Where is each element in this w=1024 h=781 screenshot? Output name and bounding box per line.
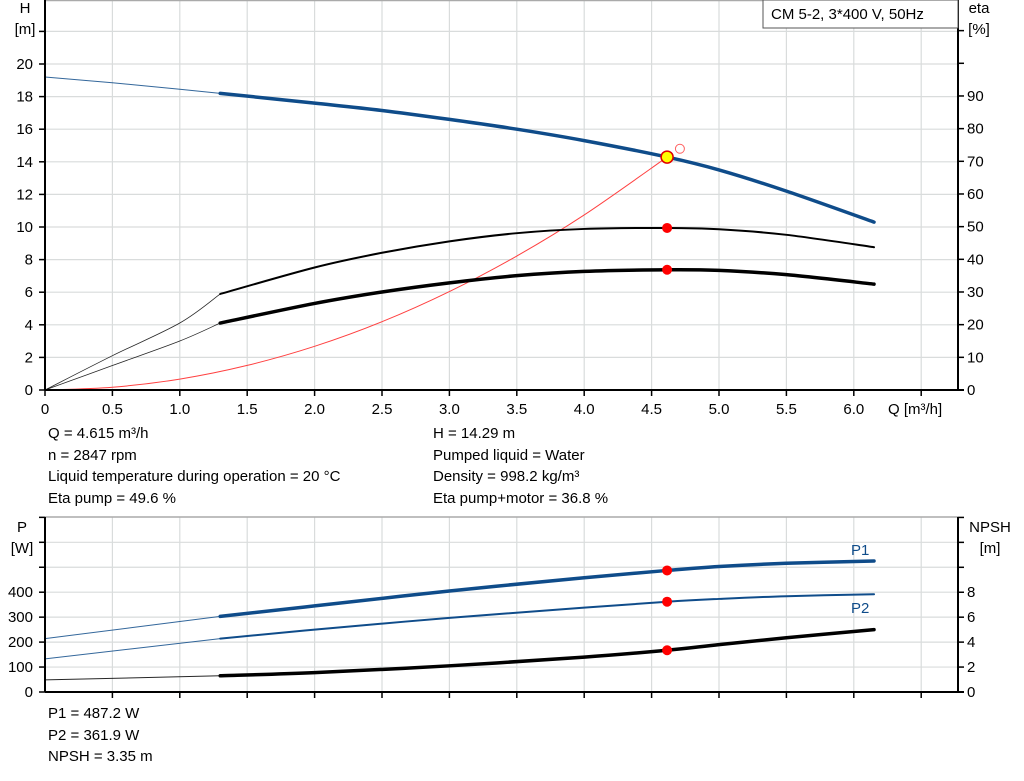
- x-tick-label: 4.5: [641, 401, 662, 418]
- y-axis-label-left-unit: [m]: [15, 21, 36, 38]
- title-box: CM 5-2, 3*400 V, 50Hz: [762, 0, 959, 29]
- y-tick-label-left: 300: [8, 609, 33, 626]
- y-axis-label-right-unit: [m]: [980, 540, 1001, 557]
- x-tick-label: 2.0: [304, 401, 325, 418]
- p2-curve: [219, 593, 876, 640]
- eta-pump-motor-curve: [218, 267, 876, 325]
- y-tick-label-left: 400: [8, 584, 33, 601]
- series-label-p2: P2: [851, 600, 869, 617]
- y-tick-label-left: 8: [25, 252, 33, 269]
- info-liquid-temperature: Liquid temperature during operation = 20…: [48, 468, 341, 485]
- y-tick-label-right: 90: [967, 88, 984, 105]
- y-tick-label-right: 30: [967, 284, 984, 301]
- x-tick-label: 0.5: [102, 401, 123, 418]
- y-axis-label-left: H: [20, 0, 31, 17]
- y-tick-label-right: 50: [967, 219, 984, 236]
- info-speed: n = 2847 rpm: [48, 446, 137, 464]
- eta-pump-curve: [219, 226, 876, 295]
- y-tick-label-right: 40: [967, 251, 984, 268]
- p1-curve: [218, 559, 876, 619]
- eta-pump-curve-extrapolated: [44, 293, 221, 391]
- info-density: Density = 998.2 kg/m³: [433, 468, 580, 485]
- eta-pump-point: [662, 222, 673, 233]
- info-eta-pump: Eta pump = 49.6 %: [48, 489, 176, 507]
- y-tick-label-right: 60: [967, 186, 984, 203]
- x-tick-label: 1.5: [237, 401, 258, 418]
- p1-point: [662, 565, 673, 576]
- y-tick-label-left: 200: [8, 634, 33, 651]
- info-p1: P1 = 487.2 W: [48, 705, 140, 722]
- y-tick-label-right: 70: [967, 153, 984, 170]
- y-axis-label-right: eta: [969, 0, 991, 17]
- npsh-point: [662, 645, 673, 656]
- y-axis-label-left-unit: [W]: [11, 540, 34, 557]
- x-tick-label: 6.0: [843, 401, 864, 418]
- x-tick-label: 2.5: [372, 401, 393, 418]
- info-pumped-liquid: Pumped liquid = Water: [433, 446, 585, 464]
- x-tick-label: 1.0: [169, 401, 190, 418]
- head-curve: [218, 91, 876, 224]
- y-axis-label-right: NPSH: [969, 519, 1011, 536]
- npsh-curve: [218, 627, 876, 678]
- p2-point: [662, 596, 673, 607]
- requested-point-marker: [674, 143, 685, 154]
- y-axis-label-left: P: [17, 519, 27, 536]
- info-top-right: H = 14.29 m Pumped liquid = Water Densit…: [433, 423, 608, 509]
- y-tick-label-left: 6: [25, 284, 33, 301]
- x-tick-label: 3.5: [506, 401, 527, 418]
- x-tick-label: 4.0: [574, 401, 595, 418]
- chart-title: CM 5-2, 3*400 V, 50Hz: [771, 6, 924, 23]
- y-tick-label-right: 8: [967, 584, 975, 601]
- y-tick-label-left: 14: [16, 154, 33, 171]
- info-npsh: NPSH = 3.35 m: [48, 748, 153, 765]
- y-tick-label-right: 6: [967, 609, 975, 626]
- y-tick-label-left: 18: [16, 89, 33, 106]
- series-label-p1: P1: [851, 542, 869, 559]
- info-top-left: Q = 4.615 m³/h n = 2847 rpm Liquid tempe…: [48, 423, 340, 509]
- x-tick-label: 5.5: [776, 401, 797, 418]
- y-axis-label-right-unit: [%]: [968, 21, 990, 38]
- x-tick-label: 3.0: [439, 401, 460, 418]
- y-tick-label-left: 0: [25, 684, 33, 701]
- eta-pump-motor-curve-extrapolated: [44, 322, 221, 391]
- info-p2: P2 = 361.9 W: [48, 726, 140, 744]
- y-tick-label-left: 20: [16, 56, 33, 73]
- y-tick-label-left: 10: [16, 219, 33, 236]
- info-eta-pump-motor: Eta pump+motor = 36.8 %: [433, 489, 609, 507]
- info-head: H = 14.29 m: [433, 425, 516, 442]
- y-tick-label-right: 20: [967, 317, 984, 334]
- x-tick-label: 5.0: [709, 401, 730, 418]
- y-tick-label-left: 100: [8, 659, 33, 676]
- p2-curve-extrapolated: [44, 638, 221, 660]
- eta-total-point: [662, 264, 673, 275]
- y-tick-label-right: 80: [967, 121, 984, 138]
- y-tick-label-left: 2: [25, 349, 33, 366]
- info-bottom: P1 = 487.2 W P2 = 361.9 W NPSH = 3.35 m: [48, 703, 153, 768]
- y-tick-label-right: 10: [967, 349, 984, 366]
- y-tick-label-left: 4: [25, 317, 33, 334]
- x-tick-label: 0: [41, 401, 49, 418]
- npsh-curve-extrapolated: [44, 675, 221, 681]
- y-tick-label-right: 2: [967, 659, 975, 676]
- y-tick-label-right: 0: [967, 684, 975, 701]
- head-curve-extrapolated: [44, 76, 221, 94]
- y-tick-label-right: 4: [967, 634, 975, 651]
- info-flow: Q = 4.615 m³/h: [48, 425, 149, 442]
- y-tick-label-left: 0: [25, 382, 33, 399]
- x-axis-label: Q [m³/h]: [888, 401, 942, 418]
- p1-curve-extrapolated: [44, 615, 221, 640]
- duty-point-marker: [660, 150, 674, 164]
- y-tick-label-right: 0: [967, 382, 975, 399]
- y-tick-label-left: 12: [16, 186, 33, 203]
- y-tick-label-left: 16: [16, 121, 33, 138]
